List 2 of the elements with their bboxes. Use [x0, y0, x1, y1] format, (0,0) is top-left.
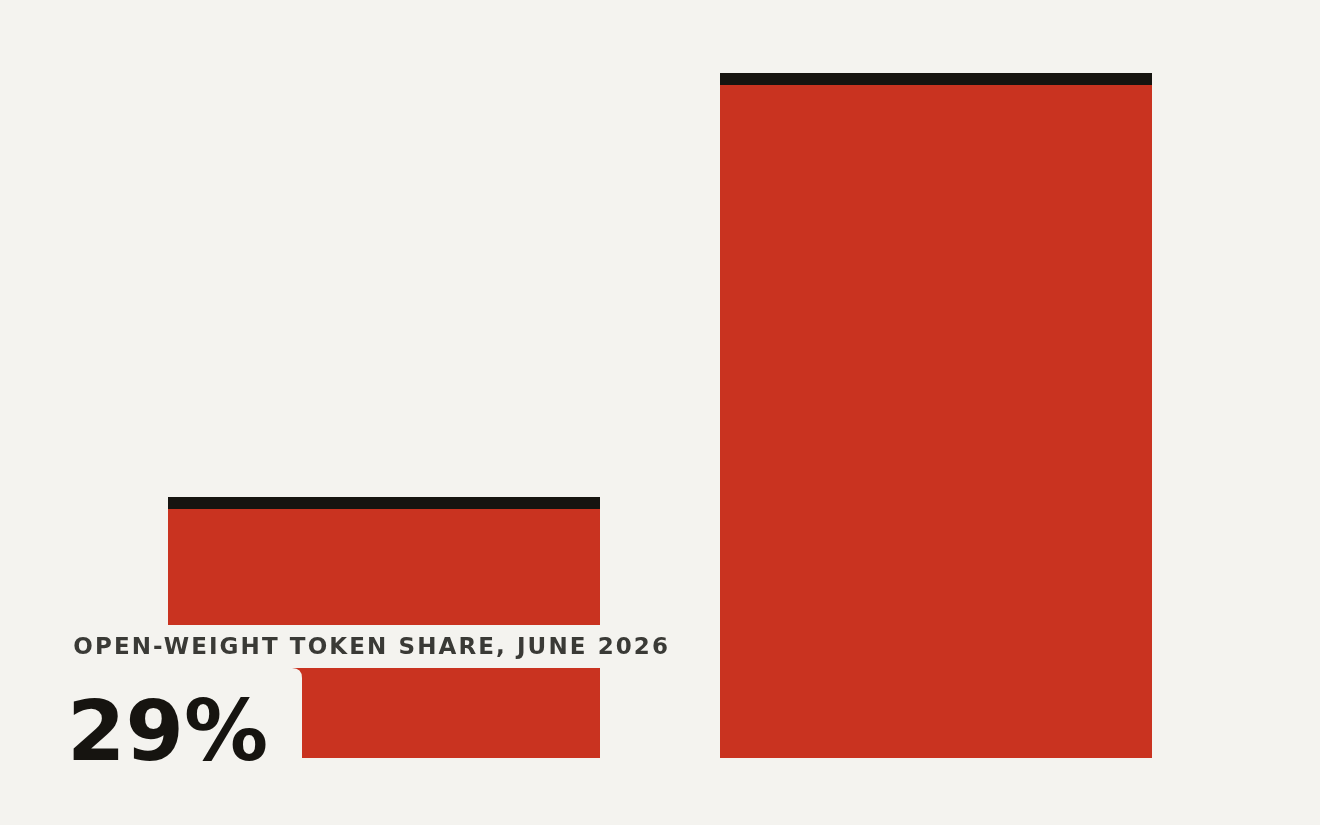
data-label: 29%	[67, 682, 269, 780]
text: OPEN-WEIGHT TOKEN SHARE, JUNE 2026	[73, 633, 671, 659]
